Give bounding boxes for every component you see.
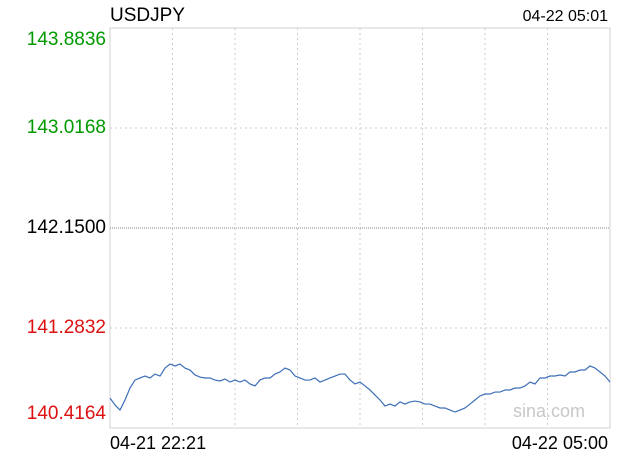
y-tick-label: 140.4164	[27, 403, 107, 424]
x-tick-label: 04-21 22:21	[110, 433, 206, 453]
price-line	[109, 363, 611, 413]
watermark: sina.com	[513, 401, 585, 421]
chart-title: USDJPY	[110, 5, 185, 26]
x-tick-label: 04-22 05:00	[512, 433, 608, 453]
y-tick-label: 141.2832	[27, 317, 106, 338]
y-tick-label: 143.8836	[27, 29, 106, 50]
y-tick-label: 142.1500	[27, 217, 106, 238]
timestamp: 04-22 05:01	[523, 8, 609, 25]
y-tick-label: 143.0168	[27, 117, 106, 138]
